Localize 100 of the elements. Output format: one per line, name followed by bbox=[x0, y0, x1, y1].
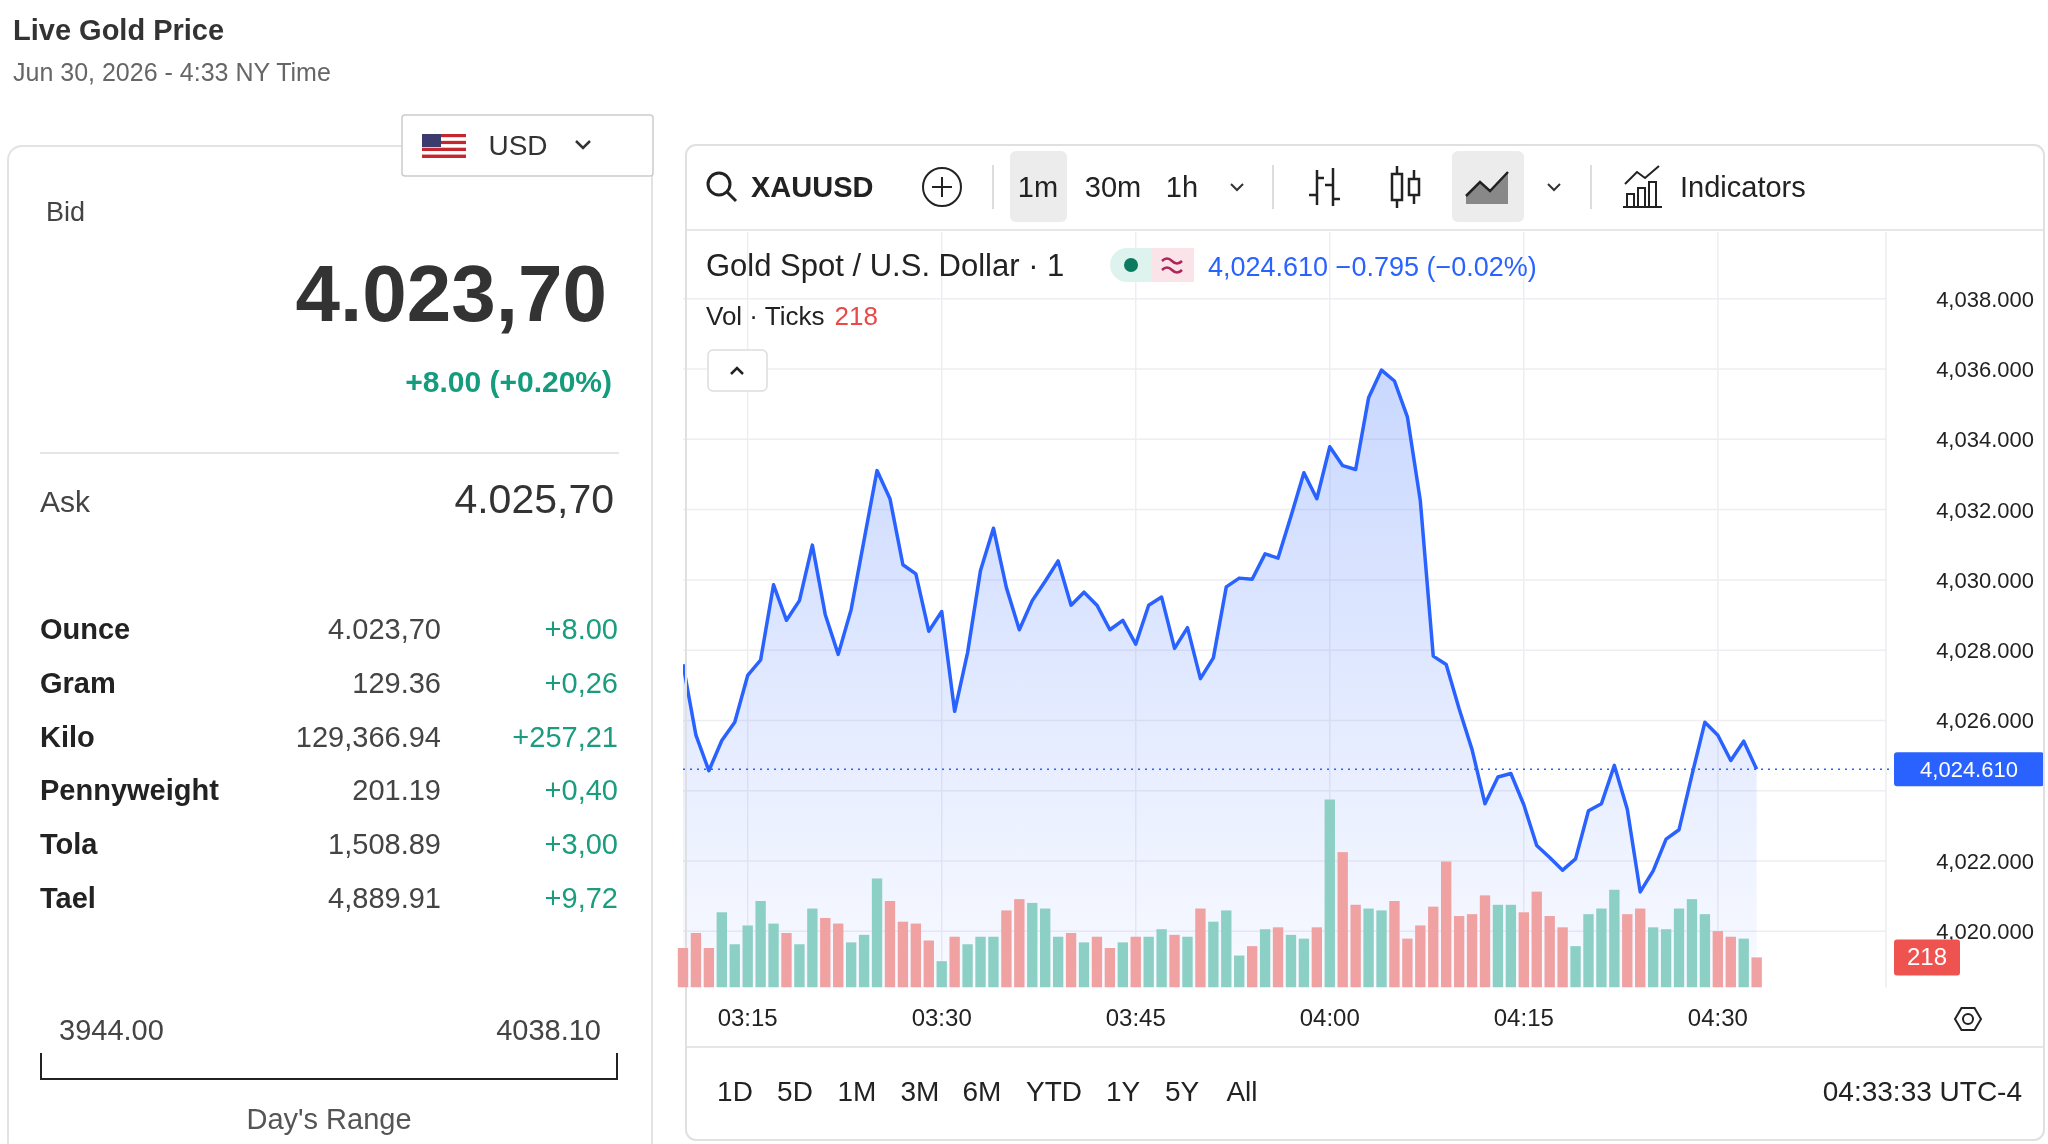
text: +257,21 bbox=[512, 720, 618, 753]
y-tick-label: 4,022.000 bbox=[1936, 849, 2034, 874]
text: 201.19 bbox=[352, 774, 441, 807]
bar bbox=[820, 917, 831, 988]
bar bbox=[729, 944, 740, 988]
bar bbox=[1052, 936, 1064, 988]
bar bbox=[1402, 938, 1413, 988]
chart-title: Vol · Ticks bbox=[706, 301, 825, 331]
bar bbox=[1557, 927, 1568, 988]
bar bbox=[1505, 904, 1517, 988]
text: 129.36 bbox=[352, 666, 441, 699]
text: Gold Spot / U.S. Dollar · 1 bbox=[706, 248, 1065, 283]
text: +8.00 (+0.20%) bbox=[405, 365, 612, 398]
text: +8.00 bbox=[544, 613, 618, 645]
bar bbox=[1492, 904, 1504, 988]
ref-line-label: 4,024.610 bbox=[1920, 757, 2018, 783]
text: 4,889.91 bbox=[328, 882, 441, 914]
bar bbox=[1246, 946, 1258, 988]
bar bbox=[1027, 902, 1038, 988]
bar bbox=[1234, 955, 1245, 988]
text: 4.025,70 bbox=[454, 476, 614, 522]
bar bbox=[1673, 908, 1685, 988]
bar bbox=[858, 934, 870, 988]
bar bbox=[988, 936, 999, 988]
text: Gram bbox=[40, 666, 116, 699]
bar bbox=[1221, 910, 1232, 988]
bar bbox=[1182, 936, 1193, 988]
text: +3,00 bbox=[544, 828, 618, 861]
bar bbox=[1531, 891, 1542, 988]
bar bbox=[768, 923, 779, 988]
bar bbox=[1350, 904, 1361, 988]
bar bbox=[1441, 861, 1452, 988]
bar bbox=[833, 923, 844, 988]
bar bbox=[1570, 946, 1581, 988]
bar bbox=[1712, 931, 1724, 988]
bar bbox=[1104, 948, 1116, 988]
x-tick-label: 04:30 bbox=[1687, 1004, 1748, 1031]
text: YTD bbox=[1026, 1076, 1082, 1107]
y-tick-label: 4,036.000 bbox=[1936, 357, 2034, 383]
x-tick-label: 04:15 bbox=[1493, 1004, 1554, 1031]
y-tick-label: 4,026.000 bbox=[1936, 708, 2034, 734]
bar bbox=[1635, 908, 1646, 988]
text: 3944.00 bbox=[59, 1014, 164, 1046]
bar bbox=[716, 912, 727, 988]
bar bbox=[1428, 906, 1439, 988]
text: 04:33:33 UTC-4 bbox=[1822, 1076, 2022, 1107]
x-tick-label: 03:45 bbox=[1105, 1004, 1166, 1031]
bar bbox=[755, 901, 766, 988]
text: 5Y bbox=[1164, 1076, 1200, 1107]
text: +0,26 bbox=[544, 666, 618, 699]
y-tick-label: 4,028.000 bbox=[1936, 638, 2034, 664]
bar bbox=[897, 921, 909, 988]
x-tick-label: 03:15 bbox=[717, 1004, 778, 1031]
bar bbox=[781, 932, 792, 988]
bar bbox=[1415, 925, 1426, 988]
bar bbox=[1751, 957, 1762, 988]
bar bbox=[1014, 899, 1025, 988]
bar bbox=[1389, 901, 1400, 988]
x-tick-label: 03:30 bbox=[911, 1004, 972, 1031]
bar bbox=[1738, 938, 1749, 988]
bar bbox=[1337, 852, 1348, 988]
text: 1M bbox=[837, 1076, 877, 1107]
text: USD bbox=[488, 130, 548, 161]
text: 1h bbox=[1165, 171, 1199, 203]
bar bbox=[1169, 934, 1180, 988]
bar bbox=[807, 908, 818, 988]
bar bbox=[962, 944, 973, 988]
text: 5D bbox=[777, 1076, 813, 1107]
bar bbox=[1699, 914, 1711, 988]
bar bbox=[936, 961, 947, 988]
bar bbox=[1376, 910, 1387, 988]
y-tick-label: 4,034.000 bbox=[1936, 427, 2034, 453]
text: 4,024.610 −0.795 (−0.02%) bbox=[1208, 252, 1537, 282]
bar bbox=[1040, 908, 1051, 988]
text: Tael bbox=[40, 882, 96, 914]
bar bbox=[1544, 916, 1555, 988]
text: 3M bbox=[900, 1076, 940, 1107]
bar bbox=[1091, 936, 1103, 988]
bar bbox=[1117, 942, 1128, 988]
y-tick-label: 4,038.000 bbox=[1936, 286, 2034, 312]
text: Live Gold Price bbox=[13, 14, 225, 46]
bar bbox=[1466, 914, 1478, 988]
y-tick-label: 4,030.000 bbox=[1936, 567, 2034, 593]
text: Day's Range bbox=[246, 1103, 412, 1135]
bar bbox=[1647, 927, 1659, 988]
bar bbox=[1298, 938, 1310, 988]
bar bbox=[884, 901, 896, 988]
y-tick-label: 4,020.000 bbox=[1936, 919, 2034, 945]
bar bbox=[1686, 899, 1698, 988]
bar bbox=[1195, 908, 1206, 988]
bar bbox=[690, 932, 702, 988]
text: Ounce bbox=[40, 613, 131, 645]
text: 4.023,70 bbox=[295, 249, 607, 338]
bar bbox=[1596, 908, 1607, 988]
text: Jun 30, 2026 - 4:33 NY Time bbox=[13, 58, 331, 86]
text: Kilo bbox=[40, 720, 95, 753]
bar bbox=[1453, 916, 1465, 988]
bar bbox=[1725, 936, 1736, 988]
bar bbox=[1065, 932, 1077, 988]
bar bbox=[677, 948, 689, 988]
